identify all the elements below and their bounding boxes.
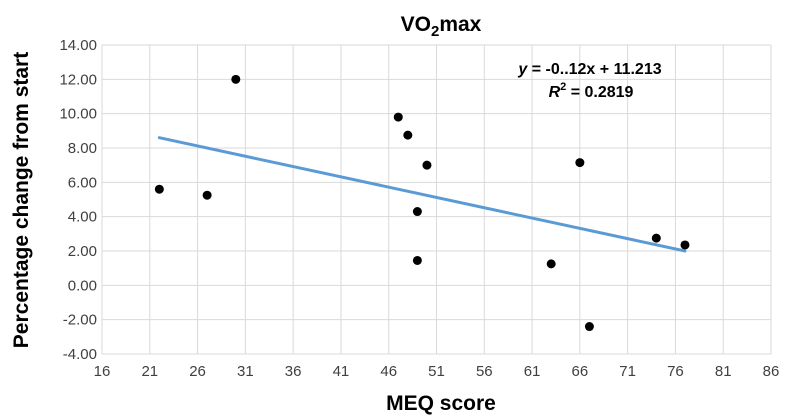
- y-axis-title: Percentage change from start: [10, 52, 33, 348]
- chart-title-prefix: VO: [401, 13, 431, 36]
- data-point: [412, 255, 422, 265]
- x-tick-label: 66: [572, 363, 589, 380]
- y-tick-label: 14.00: [59, 37, 97, 54]
- data-point: [231, 74, 241, 84]
- x-tick-label: 61: [524, 363, 541, 380]
- x-tick-label: 81: [715, 363, 732, 380]
- x-axis-title: MEQ score: [386, 392, 496, 415]
- r-squared-superscript: 2: [560, 81, 566, 93]
- y-tick-label: -4.00: [63, 346, 97, 363]
- y-tick-label: 2.00: [68, 243, 97, 260]
- x-tick-label: 86: [763, 363, 780, 380]
- r-squared-label: R2 = 0.2819: [549, 81, 634, 101]
- data-point: [680, 240, 690, 250]
- data-point: [202, 190, 212, 200]
- data-point: [403, 130, 413, 140]
- data-point: [154, 184, 164, 194]
- x-tick-label: 31: [237, 363, 254, 380]
- x-tick-label: 26: [189, 363, 206, 380]
- data-point: [651, 233, 661, 243]
- x-tick-label: 56: [476, 363, 493, 380]
- chart-title-suffix: max: [439, 13, 481, 36]
- data-point: [422, 160, 432, 170]
- chart-title: VO2max: [401, 13, 482, 40]
- y-tick-label: 0.00: [68, 277, 97, 294]
- y-tick-label: 10.00: [59, 106, 97, 123]
- equation-y-variable: y: [517, 61, 528, 78]
- data-points: [154, 74, 690, 332]
- chart-title-subscript: 2: [431, 23, 439, 40]
- r-squared-value: = 0.2819: [566, 84, 633, 101]
- x-tick-label: 16: [94, 363, 111, 380]
- trendline-equation: y = -0..12x + 11.213: [517, 61, 661, 78]
- data-point: [546, 259, 556, 269]
- y-tick-label: 4.00: [68, 209, 97, 226]
- equation-expression: = -0..12x + 11.213: [527, 61, 661, 78]
- x-tick-label: 71: [619, 363, 636, 380]
- data-point: [584, 322, 594, 332]
- y-tick-label: 6.00: [68, 174, 97, 191]
- x-tick-label: 41: [333, 363, 350, 380]
- y-tick-label: 8.00: [68, 140, 97, 157]
- y-tick-label: -2.00: [63, 312, 97, 329]
- data-point: [393, 112, 403, 122]
- data-point: [412, 207, 422, 217]
- x-tick-label: 36: [285, 363, 302, 380]
- grid-lines: [101, 44, 772, 355]
- x-tick-label: 76: [667, 363, 684, 380]
- data-point: [575, 158, 585, 168]
- x-tick-label: 21: [141, 363, 158, 380]
- x-tick-labels: 16 21 26 31 36 41 46 51 56 61 66 71 76 81 86: [94, 363, 780, 380]
- linear-trendline: [157, 136, 687, 253]
- y-tick-label: 12.00: [59, 71, 97, 88]
- y-tick-labels: -4.00 -2.00 0.00 2.00 4.00 6.00 8.00 10.00 12.00…: [59, 37, 97, 363]
- x-tick-label: 51: [428, 363, 445, 380]
- x-tick-label: 46: [380, 363, 397, 380]
- r-squared-variable: R: [549, 84, 561, 101]
- trendline-group: [157, 136, 687, 253]
